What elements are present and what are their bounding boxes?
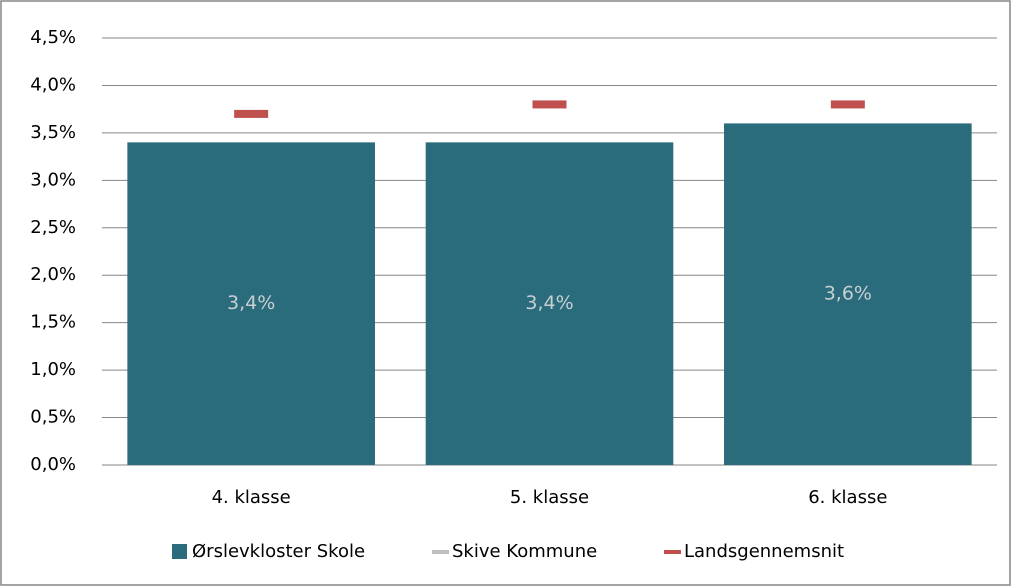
- y-tick-label: 3,5%: [30, 122, 76, 143]
- y-tick-label: 0,5%: [30, 407, 76, 428]
- data-label: 3,6%: [824, 283, 872, 305]
- x-tick-label: 4. klasse: [212, 487, 291, 508]
- legend-label: Landsgennemsnit: [684, 541, 844, 562]
- marker: [830, 100, 865, 109]
- legend-label: Skive Kommune: [452, 541, 597, 562]
- legend-swatch: [432, 550, 449, 554]
- bar: [127, 142, 375, 465]
- y-tick-label: 4,0%: [30, 74, 76, 95]
- legend-swatch: [172, 544, 187, 559]
- x-tick-label: 6. klasse: [808, 487, 887, 508]
- x-tick-label: 5. klasse: [510, 487, 589, 508]
- data-label: 3,4%: [227, 292, 275, 314]
- y-tick-label: 2,5%: [30, 217, 76, 238]
- legend-swatch: [664, 550, 681, 554]
- y-tick-label: 1,0%: [30, 359, 76, 380]
- legend-label: Ørslevkloster Skole: [192, 541, 365, 562]
- y-tick-label: 0,0%: [30, 454, 76, 475]
- y-tick-label: 2,0%: [30, 264, 76, 285]
- data-label: 3,4%: [525, 292, 573, 314]
- bar: [425, 142, 674, 465]
- marker: [532, 100, 567, 109]
- bar: [724, 123, 972, 466]
- y-tick-label: 3,0%: [30, 169, 76, 190]
- y-tick-label: 1,5%: [30, 312, 76, 333]
- marker: [234, 109, 269, 118]
- y-tick-label: 4,5%: [30, 27, 76, 48]
